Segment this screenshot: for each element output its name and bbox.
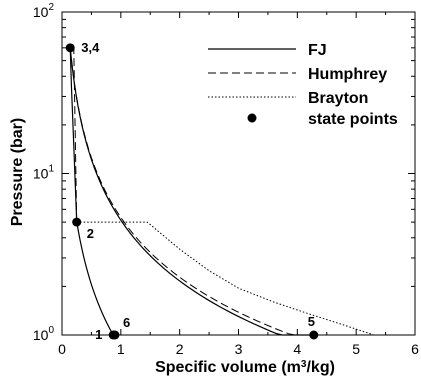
x-tick-label-3: 3 — [235, 341, 243, 357]
legend-label-humphrey: Humphrey — [308, 66, 387, 83]
legend-marker-state-points — [247, 113, 257, 123]
y-tick-label-base-1: 10 — [33, 166, 49, 182]
x-tick-label-4: 4 — [293, 341, 301, 357]
legend-label-state-points: state points — [308, 111, 398, 128]
y-tick-label-exp-1: 1 — [48, 164, 54, 175]
state-point-label-4: 5 — [308, 314, 315, 329]
x-tick-label-6: 6 — [411, 341, 419, 357]
legend-label-fj: FJ — [308, 42, 327, 59]
x-axis-title: Specific volume (m3/kg) — [155, 359, 335, 377]
y-tick-label-1: 101 — [33, 164, 55, 182]
x-tick-label-0: 0 — [58, 341, 66, 357]
x-tick-label-1: 1 — [117, 341, 125, 357]
series-fj-expansion — [69, 47, 314, 336]
y-tick-label-exp-0: 0 — [48, 325, 54, 336]
y-axis-title: Pressure (bar) — [9, 118, 26, 227]
plot-frame — [61, 11, 416, 336]
state-point-label-1: 2 — [87, 226, 94, 241]
legend-label-brayton: Brayton — [308, 90, 368, 107]
state-point-label-0: 3,4 — [81, 40, 100, 55]
y-tick-label-0: 100 — [33, 325, 55, 343]
series-humphrey-combustion — [73, 47, 78, 223]
series-fj-compression — [76, 222, 114, 336]
x-axis-title-part1: Specific volume (m — [155, 359, 301, 376]
x-axis-title-sup: 3 — [301, 359, 307, 370]
y-tick-label-base-2: 10 — [33, 4, 49, 20]
y-tick-label-2: 102 — [33, 2, 55, 20]
series-brayton-line — [76, 221, 374, 336]
series-humphrey-expansion — [69, 47, 314, 336]
x-tick-label-2: 2 — [176, 341, 184, 357]
x-axis-title-part2: /kg) — [306, 359, 334, 376]
state-point-label-3: 6 — [123, 315, 130, 330]
series-fj-combustion — [69, 47, 78, 223]
state-point-0 — [65, 43, 75, 53]
legend: FJ Humphrey Brayton state points — [208, 42, 398, 128]
y-tick-label-exp-2: 2 — [48, 2, 54, 13]
y-tick-label-base-0: 10 — [33, 327, 49, 343]
state-point-1 — [72, 217, 82, 227]
x-tick-label-5: 5 — [352, 341, 360, 357]
